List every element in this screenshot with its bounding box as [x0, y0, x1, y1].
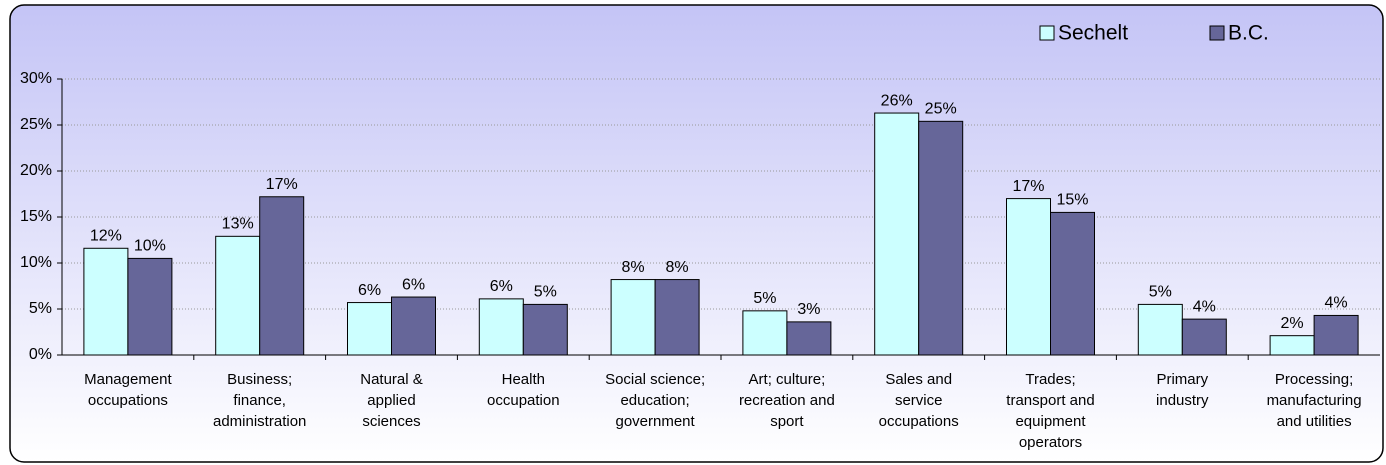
bar [654, 279, 700, 356]
value-label: 6% [402, 276, 425, 293]
bar [478, 298, 524, 356]
bar [1137, 303, 1183, 356]
y-tick-label: 30% [20, 70, 52, 87]
bar [742, 310, 788, 356]
value-label: 2% [1281, 315, 1304, 332]
bar [610, 279, 656, 356]
value-label: 8% [666, 259, 689, 276]
value-label: 26% [881, 92, 913, 109]
legend-label: Sechelt [1058, 22, 1128, 45]
y-tick-label: 5% [29, 300, 52, 317]
value-label: 4% [1325, 295, 1348, 312]
bar [127, 257, 173, 356]
value-label: 5% [1149, 284, 1172, 301]
value-label: 17% [1012, 178, 1044, 195]
x-tick-label: Art; culture; recreation and sport [739, 371, 835, 430]
bar [786, 321, 832, 356]
y-tick-label: 25% [20, 116, 52, 133]
value-label: 8% [622, 259, 645, 276]
legend-swatch [1209, 25, 1225, 41]
y-tick-label: 0% [29, 346, 52, 363]
bar [1050, 211, 1095, 356]
value-label: 17% [266, 176, 298, 193]
x-tick-label: Health occupation [487, 371, 560, 409]
x-tick-label: Natural & applied sciences [360, 371, 423, 430]
bar [1269, 335, 1315, 356]
bar [1181, 318, 1227, 356]
bar [918, 120, 964, 356]
y-tick-label: 20% [20, 162, 52, 179]
x-tick-label: Business; finance, administration [213, 371, 306, 430]
y-tick-label: 15% [20, 208, 52, 225]
bar [391, 296, 436, 356]
x-tick-label: Social science; education; government [605, 371, 705, 430]
bar [347, 302, 392, 356]
legend-swatch [1039, 25, 1055, 41]
bar [1313, 314, 1359, 356]
value-label: 6% [358, 282, 381, 299]
x-tick-label: Primary industry [1156, 371, 1209, 409]
value-label: 13% [222, 216, 254, 233]
value-label: 4% [1193, 298, 1216, 315]
y-tick-label: 10% [20, 254, 52, 271]
bar [522, 303, 568, 356]
bar [874, 112, 920, 356]
bar [83, 247, 129, 356]
value-label: 5% [753, 290, 776, 307]
bar [215, 235, 261, 356]
value-label: 15% [1056, 192, 1088, 209]
x-tick-label: Management occupations [84, 371, 172, 409]
value-label: 12% [90, 227, 122, 244]
value-label: 6% [490, 278, 513, 295]
value-label: 25% [925, 101, 957, 118]
value-label: 3% [797, 301, 820, 318]
x-tick-label: Processing; manufacturing and utilities [1267, 371, 1362, 430]
x-tick-label: Trades; transport and equipment operators [1006, 371, 1094, 451]
value-label: 5% [534, 284, 557, 301]
legend-label: B.C. [1228, 22, 1269, 45]
value-label: 10% [134, 238, 166, 255]
bar [259, 196, 305, 356]
bar [1006, 198, 1051, 356]
x-tick-label: Sales and service occupations [879, 371, 959, 430]
